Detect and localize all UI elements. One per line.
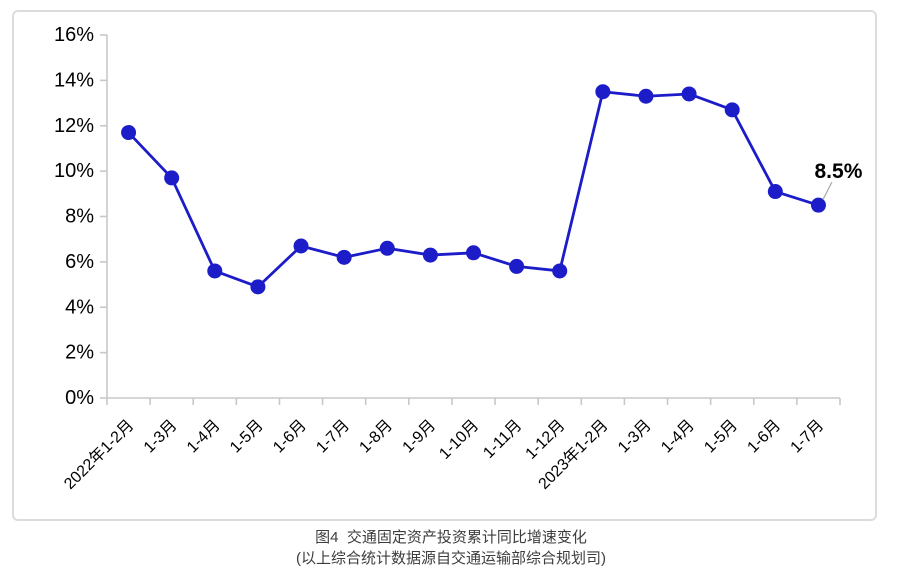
x-tick-label: 1-8月 — [356, 417, 396, 457]
line-chart: 0%2%4%6%8%10%12%14%16%2022年1-2月 1-3月 1-4月 1… — [54, 24, 863, 493]
data-point — [638, 88, 654, 104]
y-tick-label: 8% — [65, 206, 94, 228]
data-point — [466, 245, 481, 261]
x-tick-label: 1-5月 — [701, 417, 741, 457]
data-point — [681, 86, 697, 102]
x-tick-label: 1-4月 — [658, 417, 698, 457]
data-point — [767, 184, 783, 200]
x-tick-label: 1-7月 — [313, 417, 353, 457]
x-tick-label: 2022年1-2月 — [61, 416, 138, 493]
x-tick-label: 1-10月 — [436, 417, 482, 463]
x-tick-label: 1-4月 — [184, 417, 224, 457]
data-point — [293, 238, 309, 254]
data-point — [164, 170, 180, 186]
data-point — [509, 258, 525, 274]
x-tick-label: 1-7月 — [788, 417, 828, 457]
data-point — [250, 279, 266, 295]
data-point — [810, 197, 826, 213]
figure-caption-source: (以上综合统计数据源自交通运输部综合规划司) — [296, 550, 606, 567]
figure-caption: 图4 交通固定资产投资累计同比增速变化 (以上综合统计数据源自交通运输部综合规划… — [0, 527, 902, 569]
y-tick-label: 2% — [65, 342, 94, 364]
y-tick-label: 4% — [65, 296, 94, 318]
y-tick-label: 0% — [65, 387, 94, 409]
x-tick-label: 1-6月 — [270, 417, 310, 457]
x-tick-label: 1-11月 — [480, 417, 525, 462]
data-point — [207, 263, 223, 279]
chart-panel: 0% 2% 4% 6% 8% 10% 12% 14% 16% 2022年1-2月 1-3月 1-4月 1… — [12, 10, 877, 521]
y-tick-label: 16% — [54, 24, 94, 46]
y-tick-label: 10% — [54, 160, 94, 182]
data-point — [595, 84, 611, 100]
x-tick-label: 1-3月 — [615, 417, 655, 457]
data-point — [552, 263, 568, 279]
data-point — [121, 125, 137, 141]
figure-caption-title: 图4 交通固定资产投资累计同比增速变化 — [315, 529, 587, 546]
x-tick-label: 1-5月 — [227, 417, 267, 457]
y-tick-label: 6% — [65, 251, 94, 273]
y-tick-label: 12% — [54, 115, 94, 137]
x-tick-label: 1-9月 — [400, 417, 440, 457]
annotation-label: 8.5% — [815, 160, 863, 183]
data-point — [422, 247, 438, 263]
annotation-leader-line — [822, 181, 833, 200]
x-tick-label: 1-3月 — [141, 417, 181, 457]
data-point — [379, 240, 395, 256]
x-tick-label: 1-6月 — [744, 417, 784, 457]
y-tick-label: 14% — [54, 69, 94, 91]
data-point — [336, 249, 352, 265]
data-point — [724, 102, 740, 118]
